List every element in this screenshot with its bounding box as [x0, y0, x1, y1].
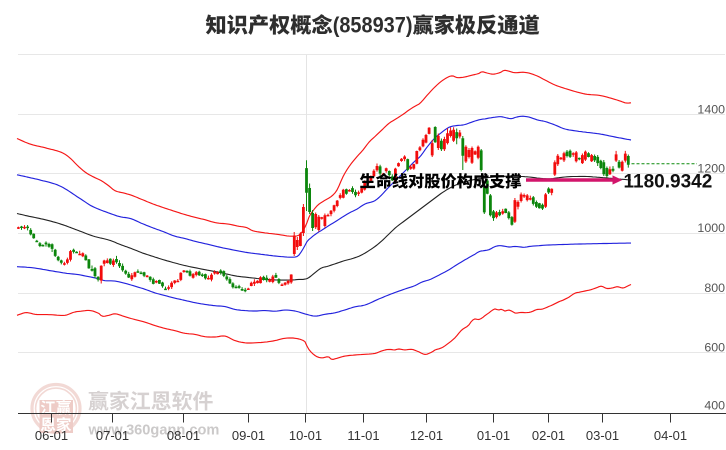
svg-text:01-01: 01-01: [477, 428, 510, 443]
svg-text:(858937): (858937): [333, 13, 413, 38]
svg-text:04-01: 04-01: [654, 428, 687, 443]
svg-text:10-01: 10-01: [289, 428, 322, 443]
svg-text:1000: 1000: [697, 221, 725, 235]
svg-text:www.360gann.com: www.360gann.com: [88, 423, 220, 439]
svg-text:1180.9342: 1180.9342: [624, 171, 713, 192]
svg-text:02-01: 02-01: [532, 428, 565, 443]
svg-text:800: 800: [704, 281, 725, 295]
svg-text:12-01: 12-01: [410, 428, 443, 443]
svg-text:11-01: 11-01: [347, 428, 379, 443]
svg-text:03-01: 03-01: [586, 428, 619, 443]
svg-text:1400: 1400: [697, 102, 725, 116]
svg-text:09-01: 09-01: [232, 428, 265, 443]
svg-text:08-01: 08-01: [167, 428, 200, 443]
svg-text:1200: 1200: [697, 161, 725, 175]
svg-text:06-01: 06-01: [35, 428, 68, 443]
svg-text:07-01: 07-01: [96, 428, 129, 443]
svg-text:400: 400: [704, 399, 725, 413]
svg-text:600: 600: [704, 340, 725, 354]
